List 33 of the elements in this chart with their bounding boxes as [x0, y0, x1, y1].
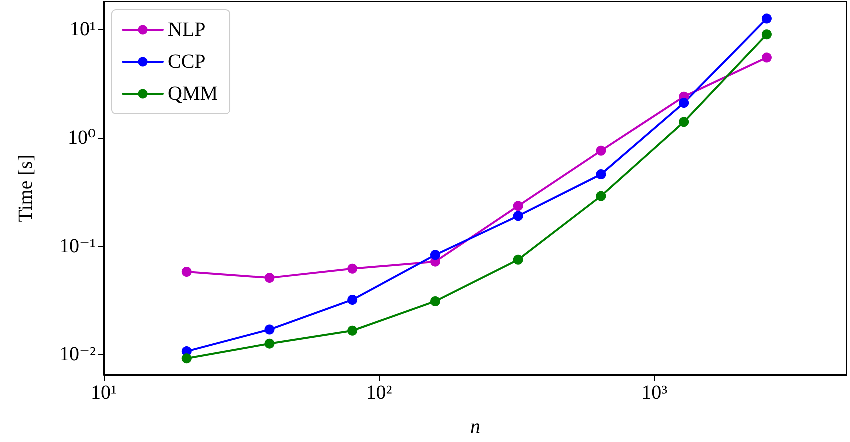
y-tick-label: 10⁻¹ [59, 235, 96, 258]
legend-label: NLP [168, 19, 206, 41]
point [264, 324, 275, 335]
point [348, 294, 358, 305]
y-axis-title: Time [s] [15, 154, 37, 222]
y-tick-label: 10⁰ [68, 127, 96, 150]
legend-label: QMM [168, 83, 218, 105]
x-tick-label: 10¹ [91, 382, 117, 404]
point [513, 254, 524, 265]
point [348, 264, 358, 274]
y-tick-label: 10¹ [70, 18, 96, 41]
y-tick-label: 10⁻² [59, 344, 96, 366]
x-axis-title: n [470, 416, 480, 438]
point [430, 296, 440, 306]
point [513, 201, 524, 212]
point [596, 191, 606, 202]
point [182, 267, 192, 278]
legend-label: CCP [168, 51, 206, 73]
point [762, 30, 772, 40]
point [348, 326, 358, 336]
point [762, 52, 772, 63]
x-tick-label: 10³ [642, 382, 668, 404]
x-tick-label: 10² [366, 382, 392, 404]
point [762, 14, 772, 24]
point [596, 146, 606, 156]
point [430, 250, 440, 260]
point [264, 273, 275, 284]
point [513, 211, 524, 222]
point [679, 117, 690, 128]
point [264, 338, 275, 349]
point [679, 98, 690, 108]
point [182, 354, 192, 364]
point [596, 170, 606, 180]
